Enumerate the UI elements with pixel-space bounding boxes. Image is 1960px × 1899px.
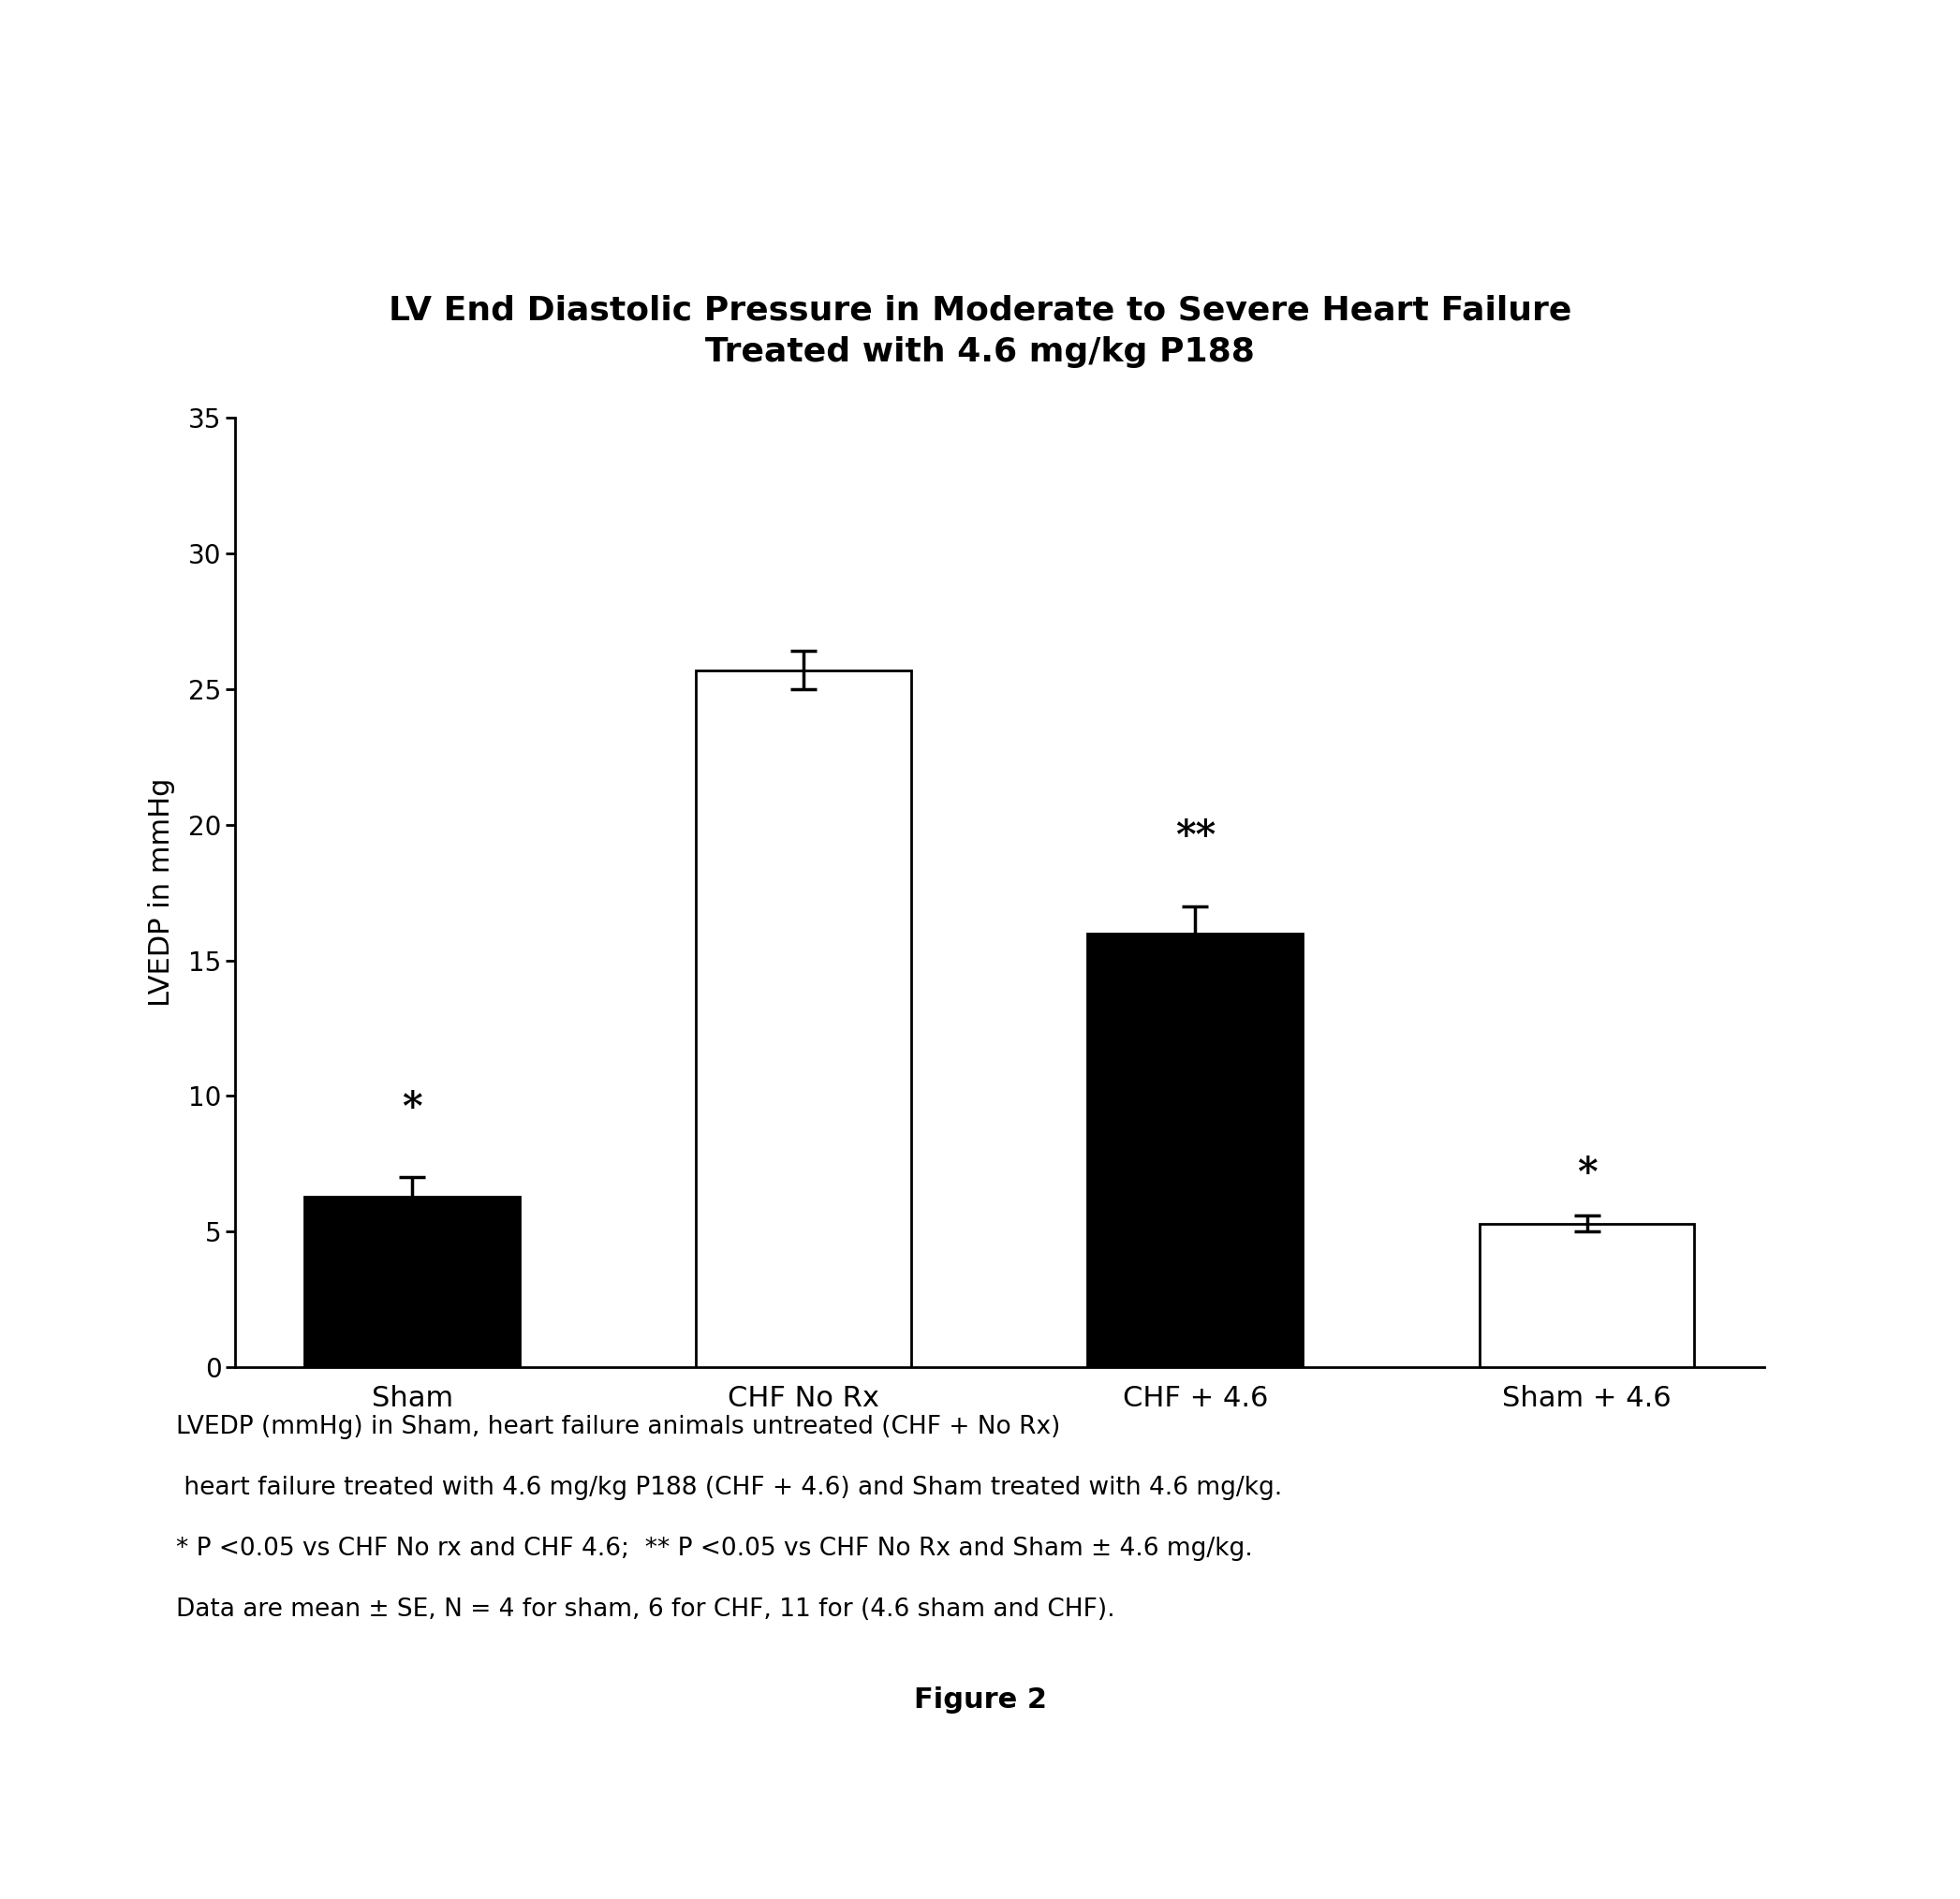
Bar xyxy=(1088,932,1303,1367)
Text: **: ** xyxy=(1176,818,1215,856)
Bar xyxy=(1480,1223,1695,1367)
Bar xyxy=(696,670,911,1367)
Text: *: * xyxy=(402,1090,423,1128)
Text: *: * xyxy=(1576,1155,1597,1194)
Text: * P <0.05 vs CHF No rx and CHF 4.6;  ** P <0.05 vs CHF No Rx and Sham ± 4.6 mg/k: * P <0.05 vs CHF No rx and CHF 4.6; ** P… xyxy=(176,1536,1252,1561)
Bar xyxy=(304,1196,519,1367)
Text: LV End Diastolic Pressure in Moderate to Severe Heart Failure
Treated with 4.6 m: LV End Diastolic Pressure in Moderate to… xyxy=(388,294,1572,368)
Text: Figure 2: Figure 2 xyxy=(913,1686,1047,1713)
Text: LVEDP (mmHg) in Sham, heart failure animals untreated (CHF + No Rx): LVEDP (mmHg) in Sham, heart failure anim… xyxy=(176,1415,1060,1439)
Y-axis label: LVEDP in mmHg: LVEDP in mmHg xyxy=(149,779,174,1006)
Text: heart failure treated with 4.6 mg/kg P188 (CHF + 4.6) and Sham treated with 4.6 : heart failure treated with 4.6 mg/kg P18… xyxy=(176,1476,1282,1500)
Text: Data are mean ± SE, N = 4 for sham, 6 for CHF, 11 for (4.6 sham and CHF).: Data are mean ± SE, N = 4 for sham, 6 fo… xyxy=(176,1597,1115,1622)
